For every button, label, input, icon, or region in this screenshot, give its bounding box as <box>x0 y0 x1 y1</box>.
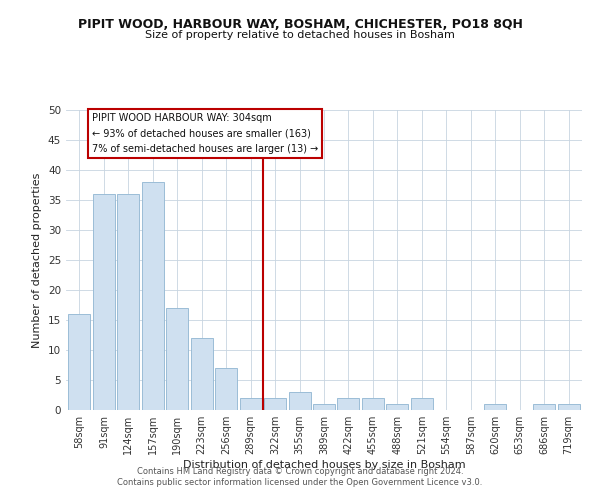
Bar <box>239 398 262 410</box>
Bar <box>264 398 286 410</box>
Bar <box>484 404 506 410</box>
Bar <box>362 398 384 410</box>
Bar <box>166 308 188 410</box>
Bar <box>215 368 237 410</box>
Bar <box>68 314 91 410</box>
Text: Contains public sector information licensed under the Open Government Licence v3: Contains public sector information licen… <box>118 478 482 487</box>
Text: PIPIT WOOD, HARBOUR WAY, BOSHAM, CHICHESTER, PO18 8QH: PIPIT WOOD, HARBOUR WAY, BOSHAM, CHICHES… <box>77 18 523 30</box>
Bar <box>289 392 311 410</box>
Bar <box>557 404 580 410</box>
Text: Size of property relative to detached houses in Bosham: Size of property relative to detached ho… <box>145 30 455 40</box>
X-axis label: Distribution of detached houses by size in Bosham: Distribution of detached houses by size … <box>182 460 466 470</box>
Bar <box>533 404 555 410</box>
Bar <box>118 194 139 410</box>
Bar <box>337 398 359 410</box>
Bar <box>411 398 433 410</box>
Bar <box>93 194 115 410</box>
Y-axis label: Number of detached properties: Number of detached properties <box>32 172 43 348</box>
Bar <box>386 404 409 410</box>
Bar <box>142 182 164 410</box>
Bar <box>191 338 213 410</box>
Bar <box>313 404 335 410</box>
Text: PIPIT WOOD HARBOUR WAY: 304sqm
← 93% of detached houses are smaller (163)
7% of : PIPIT WOOD HARBOUR WAY: 304sqm ← 93% of … <box>92 113 318 154</box>
Text: Contains HM Land Registry data © Crown copyright and database right 2024.: Contains HM Land Registry data © Crown c… <box>137 467 463 476</box>
